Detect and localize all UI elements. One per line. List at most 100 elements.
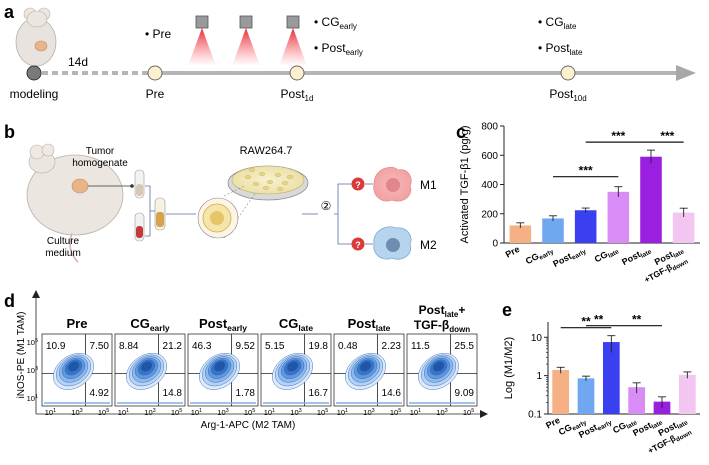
- category-label: Postearly: [577, 415, 614, 442]
- quadrant-upper-left: 10.9: [46, 341, 66, 352]
- quadrant-lower-right: 14.8: [163, 388, 183, 399]
- bullet-post-late: • Postlate: [538, 41, 583, 57]
- question-m1-icon: ?: [351, 177, 365, 191]
- flow-plot: 11.5 25.5 9.09 101 103 105 Postlate+TGF-βdown: [406, 303, 478, 417]
- flow-x-tick-label: 103: [144, 408, 155, 417]
- label-culture: Culture: [47, 236, 80, 247]
- panel-label-c: c: [456, 122, 466, 142]
- contour-level: [140, 361, 153, 372]
- bullet-post-early: • Postearly: [314, 41, 363, 57]
- bar: [628, 387, 646, 414]
- significance-label: ***: [660, 129, 674, 143]
- bullet-cg-early: • CGearly: [314, 15, 357, 31]
- flow-plot-title: Postlate: [348, 316, 391, 333]
- quadrant-lower-right: 9.09: [455, 388, 475, 399]
- flow-plot: 8.84 21.2 14.8 101 103 105 CGearly: [114, 316, 186, 417]
- bar: [672, 212, 695, 243]
- timeline-dot-modeling: [26, 65, 42, 81]
- bar: [640, 156, 662, 243]
- flow-y-axis-label: iNOS-PE (M1 TAM): [16, 312, 27, 399]
- label-cell-line: RAW264.7: [240, 145, 293, 157]
- flow-x-tick-label: 103: [290, 408, 301, 417]
- label-m2: M2: [420, 238, 437, 252]
- bar: [602, 342, 620, 414]
- flow-plot: 10.9 7.50 4.92 101 103 105 Pre: [41, 316, 113, 417]
- flow-y-tick-label: 101: [27, 394, 38, 403]
- y-tick-label: 200: [481, 209, 498, 220]
- bar: [552, 370, 570, 414]
- label-medium: medium: [45, 248, 81, 259]
- laser-3: [279, 15, 307, 66]
- y-tick-label: 1: [536, 371, 542, 382]
- step-2-marker: ②: [321, 199, 332, 213]
- flow-x-tick-label: 101: [118, 408, 129, 417]
- flow-plot-title: CGlate: [279, 316, 313, 333]
- flow-plot-title-line2: TGF-βdown: [414, 318, 470, 334]
- quadrant-lower-right: 16.7: [309, 388, 329, 399]
- bar: [607, 191, 630, 243]
- quadrant-upper-left: 46.3: [192, 341, 212, 352]
- y-tick-label: 10: [531, 333, 543, 344]
- label-modeling: modeling: [10, 87, 59, 101]
- flow-x-tick-label: 101: [410, 408, 421, 417]
- timeline-dot-post1d: [289, 65, 305, 81]
- quadrant-upper-left: 0.48: [338, 341, 358, 352]
- quadrant-lower-right: 1.78: [236, 388, 256, 399]
- m2-macrophage: [373, 226, 412, 260]
- category-label: Pre: [504, 244, 522, 260]
- flow-cytometry-grid: 105 103 101 10.9 7.50 4.92 101 103 105 Pre 8.84 21.…: [27, 303, 478, 417]
- question-m2-icon: ?: [351, 237, 365, 251]
- quadrant-upper-left: 8.84: [119, 341, 139, 352]
- bullet-pre: • Pre: [145, 27, 172, 41]
- contour-level: [432, 361, 445, 372]
- y-tick-label: 400: [481, 180, 498, 191]
- flow-x-tick-label: 105: [390, 408, 401, 417]
- laser-group: [188, 15, 307, 66]
- quadrant-upper-right: 9.52: [236, 341, 256, 352]
- category-label: Postlate: [620, 244, 653, 269]
- flow-plot: 46.3 9.52 1.78 101 103 105 Postearly: [187, 316, 259, 417]
- mouse-side-illustration: [26, 143, 124, 263]
- flow-plot-title: Postlate+: [419, 303, 466, 319]
- raw-cell-zoom: [197, 197, 239, 239]
- category-label: Postearly: [551, 244, 588, 271]
- panel-a: a 14d modeling Pre Post1d Post10d: [4, 2, 696, 103]
- flow-plot-title: Pre: [67, 316, 88, 331]
- flow-x-tick-label: 101: [337, 408, 348, 417]
- timeline-dot-pre: [147, 65, 163, 81]
- quadrant-upper-right: 25.5: [455, 341, 475, 352]
- panel-label-a: a: [4, 2, 15, 22]
- quadrant-lower-right: 4.92: [90, 388, 110, 399]
- laser-2: [232, 15, 260, 66]
- quadrant-upper-left: 5.15: [265, 341, 285, 352]
- bar: [509, 225, 532, 243]
- panel-label-d: d: [4, 291, 15, 311]
- panel-label-b: b: [4, 122, 15, 142]
- flow-x-tick-label: 103: [363, 408, 374, 417]
- svg-text:?: ?: [355, 240, 361, 250]
- flow-x-tick-label: 101: [264, 408, 275, 417]
- culture-dish: [227, 165, 309, 201]
- flow-x-tick-label: 103: [217, 408, 228, 417]
- flow-x-tick-label: 105: [463, 408, 474, 417]
- tube-mixed: [154, 197, 166, 231]
- y-axis-label: Log (M1/M2): [503, 337, 515, 399]
- panel-label-e: e: [502, 300, 512, 320]
- significance-label: **: [632, 313, 642, 327]
- category-label: CGlate: [593, 244, 621, 266]
- contour-level: [67, 361, 80, 372]
- flow-plot: 0.48 2.23 14.6 101 103 105 Postlate: [333, 316, 405, 417]
- quadrant-upper-right: 2.23: [382, 341, 402, 352]
- flow-plot: 5.15 19.8 16.7 101 103 105 CGlate: [260, 316, 332, 417]
- flow-y-tick-label: 103: [27, 366, 38, 375]
- flow-x-tick-label: 105: [244, 408, 255, 417]
- significance-label: **: [581, 315, 591, 329]
- label-tumor: Tumor: [86, 146, 115, 157]
- quadrant-upper-right: 21.2: [163, 341, 183, 352]
- label-homogenate: homogenate: [72, 158, 128, 169]
- timeline-arrowhead: [676, 65, 696, 81]
- flow-x-tick-label: 105: [317, 408, 328, 417]
- tube-homogenate: [134, 169, 145, 199]
